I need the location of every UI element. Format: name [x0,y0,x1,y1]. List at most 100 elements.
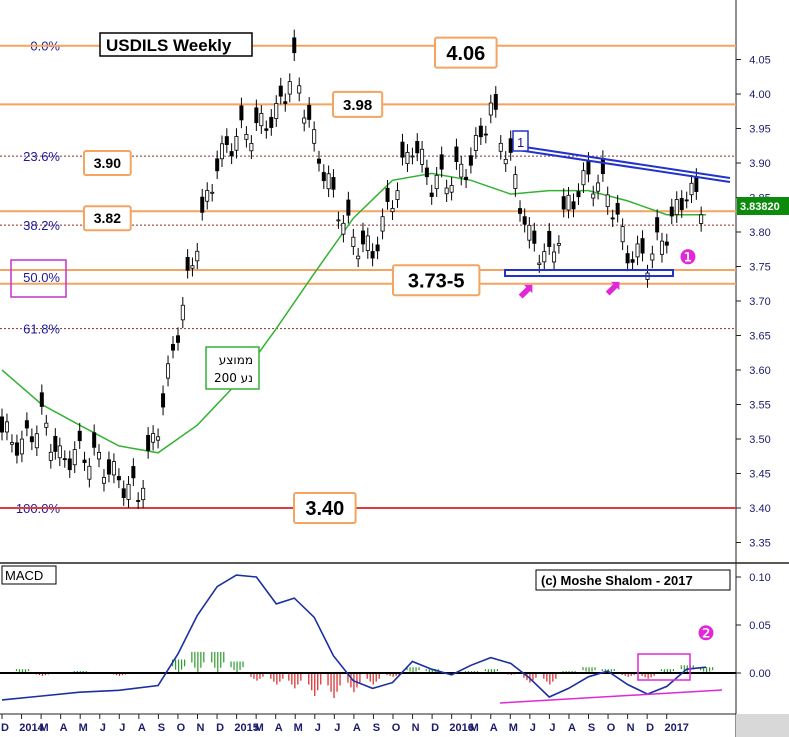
macd-hist-bar [353,673,355,693]
candle-body [429,192,434,197]
candle-body [53,436,58,452]
candle-body [96,451,101,460]
time-tick-label: A [275,722,283,734]
macd-hist-bar [336,673,338,692]
candle-body [468,155,473,166]
macd-hist-bar [217,651,219,673]
macd-hist-bar [601,669,603,672]
candle-body [72,449,77,466]
candle-body [156,436,161,441]
macd-hist-bar [546,673,548,682]
macd-hist-bar [543,673,545,679]
macd-histogram [15,651,714,698]
macd-hist-bar [591,667,593,672]
time-tick-label: M [255,722,264,734]
fib-label: 23.6% [23,149,60,164]
macd-hist-bar [279,673,281,682]
macd-hist-bar [490,669,492,673]
candle-body [254,107,259,124]
level-box [434,36,498,69]
macd-hist-bar [613,669,615,672]
candle-body [195,250,200,262]
level-labels: 4.06 3.98 3.90 3.82 3.73-5 3.40 [83,36,498,524]
macd-hist-bar [392,673,394,677]
candle-body [356,255,361,260]
macd-hist-bar [418,667,420,671]
candle-body [307,104,312,120]
macd-title: MACD [5,568,43,583]
macd-hist-bar [415,667,417,672]
price-tick-label: 3.95 [749,124,770,136]
candle-body [655,217,660,233]
title-box [99,32,253,57]
macd-hist-bar [242,661,244,668]
macd-line [1,574,707,701]
fib-label: 61.8% [23,322,60,337]
candle-body [126,483,131,500]
macd-hist-bar [431,669,433,673]
annotation-2-marker: ❷ [697,621,715,645]
macd-hist-bar [549,673,551,685]
candle-body [316,158,321,164]
ma200-path [1,172,706,454]
macd-hist-bar [705,667,708,673]
candle-body [180,304,185,321]
macd-hist-bar [230,661,232,668]
candle-body [351,236,356,248]
macd-hist-bar [330,673,332,692]
macd-hist-bar [203,651,205,663]
candle-body [269,116,274,128]
candle-body [346,199,351,216]
time-tick-label: S [158,722,165,734]
candle-body [424,167,429,178]
macd-hist-bar [300,673,302,681]
time-tick-label: J [530,722,536,734]
candle-body [136,500,141,502]
macd-hist-bar [523,673,525,678]
time-tick-label: J [549,722,555,734]
macd-hist-bar [582,667,584,671]
time-tick-label: N [412,722,420,734]
time-tick-label: O [177,722,186,734]
macd-hist-bar [220,651,222,668]
time-tick-label: A [490,722,498,734]
time-tick-label: D [646,722,654,734]
candle-body [478,125,483,138]
time-tick-label: S [588,722,595,734]
candle-body [283,101,288,104]
macd-hist-bar [428,669,430,673]
time-tick-label: 2017 [664,722,688,734]
candle-body [518,208,523,214]
macd-hist-bar [627,673,629,677]
macd-hist-bar [496,669,498,672]
macd-hist-bar [359,673,361,683]
macd-hist-bar [692,665,694,670]
candle-body [508,138,513,153]
macd-hist-bar [350,673,352,688]
candle-body [48,451,53,461]
candle-body [385,187,390,202]
candle-body [224,136,229,146]
macd-hist-bar [473,671,476,673]
macd-hist-bar [250,673,252,677]
candle-body [321,172,326,182]
time-tick-label: A [138,722,146,734]
macd-hist-bar [270,673,272,679]
candle-body [302,117,307,124]
time-tick-label: M [40,722,49,734]
macd-tick-label: 0.10 [749,572,770,584]
level-box-label: 3.40 [305,498,344,520]
macd-hist-bar [464,671,467,673]
macd-hist-bar [276,673,278,685]
annotation-1-marker: ❶ [679,245,697,269]
candle-body [239,105,244,121]
candle-body [57,445,62,459]
macd-hist-bar [223,651,225,663]
macd-hist-bar [552,673,554,682]
candle-body [77,430,82,442]
candle-body [581,170,586,186]
candle-body [92,432,97,448]
price-tick-label: 3.40 [749,503,770,515]
macd-hist-bar [73,671,75,673]
candle-body [0,416,4,433]
